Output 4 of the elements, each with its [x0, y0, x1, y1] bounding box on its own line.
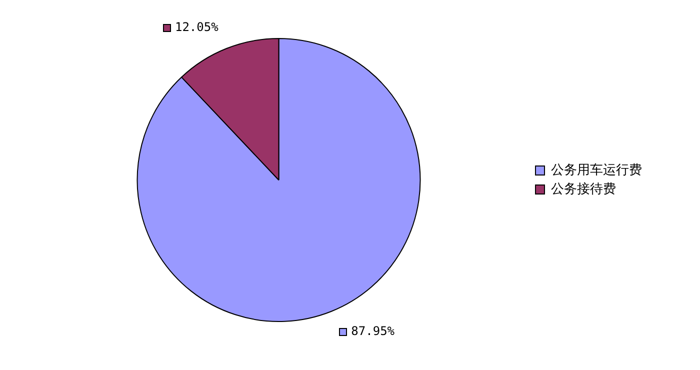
data-label: 12.05% [174, 20, 220, 34]
legend-label: 公务接待费 [551, 182, 616, 197]
data-label: 87.95% [351, 324, 396, 338]
legend-label: 公务用车运行费 [551, 162, 642, 178]
